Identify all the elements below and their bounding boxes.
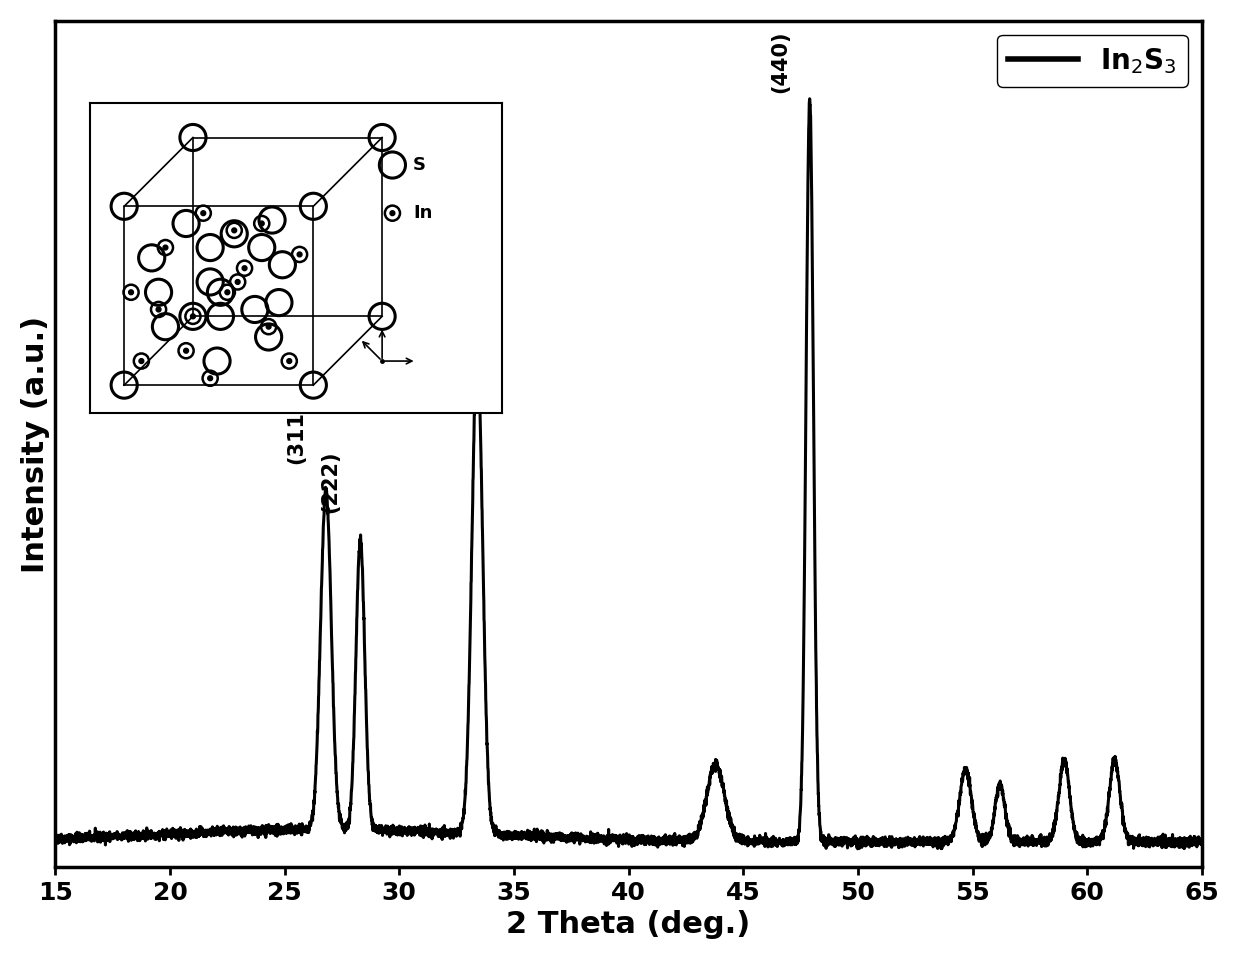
Text: (222): (222): [320, 450, 341, 513]
Text: (440): (440): [770, 31, 790, 93]
Y-axis label: Intensity (a.u.): Intensity (a.u.): [21, 316, 50, 573]
Text: (311): (311): [286, 402, 306, 465]
Text: (400): (400): [440, 265, 460, 327]
Legend: In$_2$S$_3$: In$_2$S$_3$: [997, 35, 1188, 86]
X-axis label: 2 Theta (deg.): 2 Theta (deg.): [506, 910, 750, 939]
